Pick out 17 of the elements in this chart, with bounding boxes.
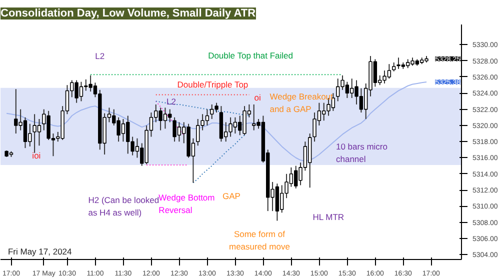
annotation: H2 (Can be looked as H4 as well) bbox=[88, 194, 160, 218]
annotation: Double Top that Failed bbox=[208, 50, 294, 60]
annotation: 10 bars micro channel bbox=[336, 142, 388, 164]
annotation: HL MTR bbox=[312, 212, 344, 222]
annotation: Wedge Bottom Reversal bbox=[158, 192, 215, 215]
line-series bbox=[192, 134, 246, 184]
annotation: GAP bbox=[222, 190, 241, 201]
annotation: Wedge Breakout and a GAP bbox=[270, 92, 334, 114]
annotation: Some form of measured move bbox=[228, 228, 290, 252]
annotation: oi bbox=[254, 92, 262, 102]
annotation: L2 bbox=[166, 96, 176, 106]
annotation: L2 bbox=[95, 51, 105, 62]
annotation: Double/Tripple Top bbox=[177, 79, 248, 90]
annotation: ioi bbox=[32, 150, 41, 160]
line-series bbox=[155, 100, 184, 136]
chart-title: Consolidation Day, Low Volume, Small Daily ATR bbox=[0, 8, 256, 20]
annotation: Fri May 17, 2024 bbox=[8, 246, 72, 257]
